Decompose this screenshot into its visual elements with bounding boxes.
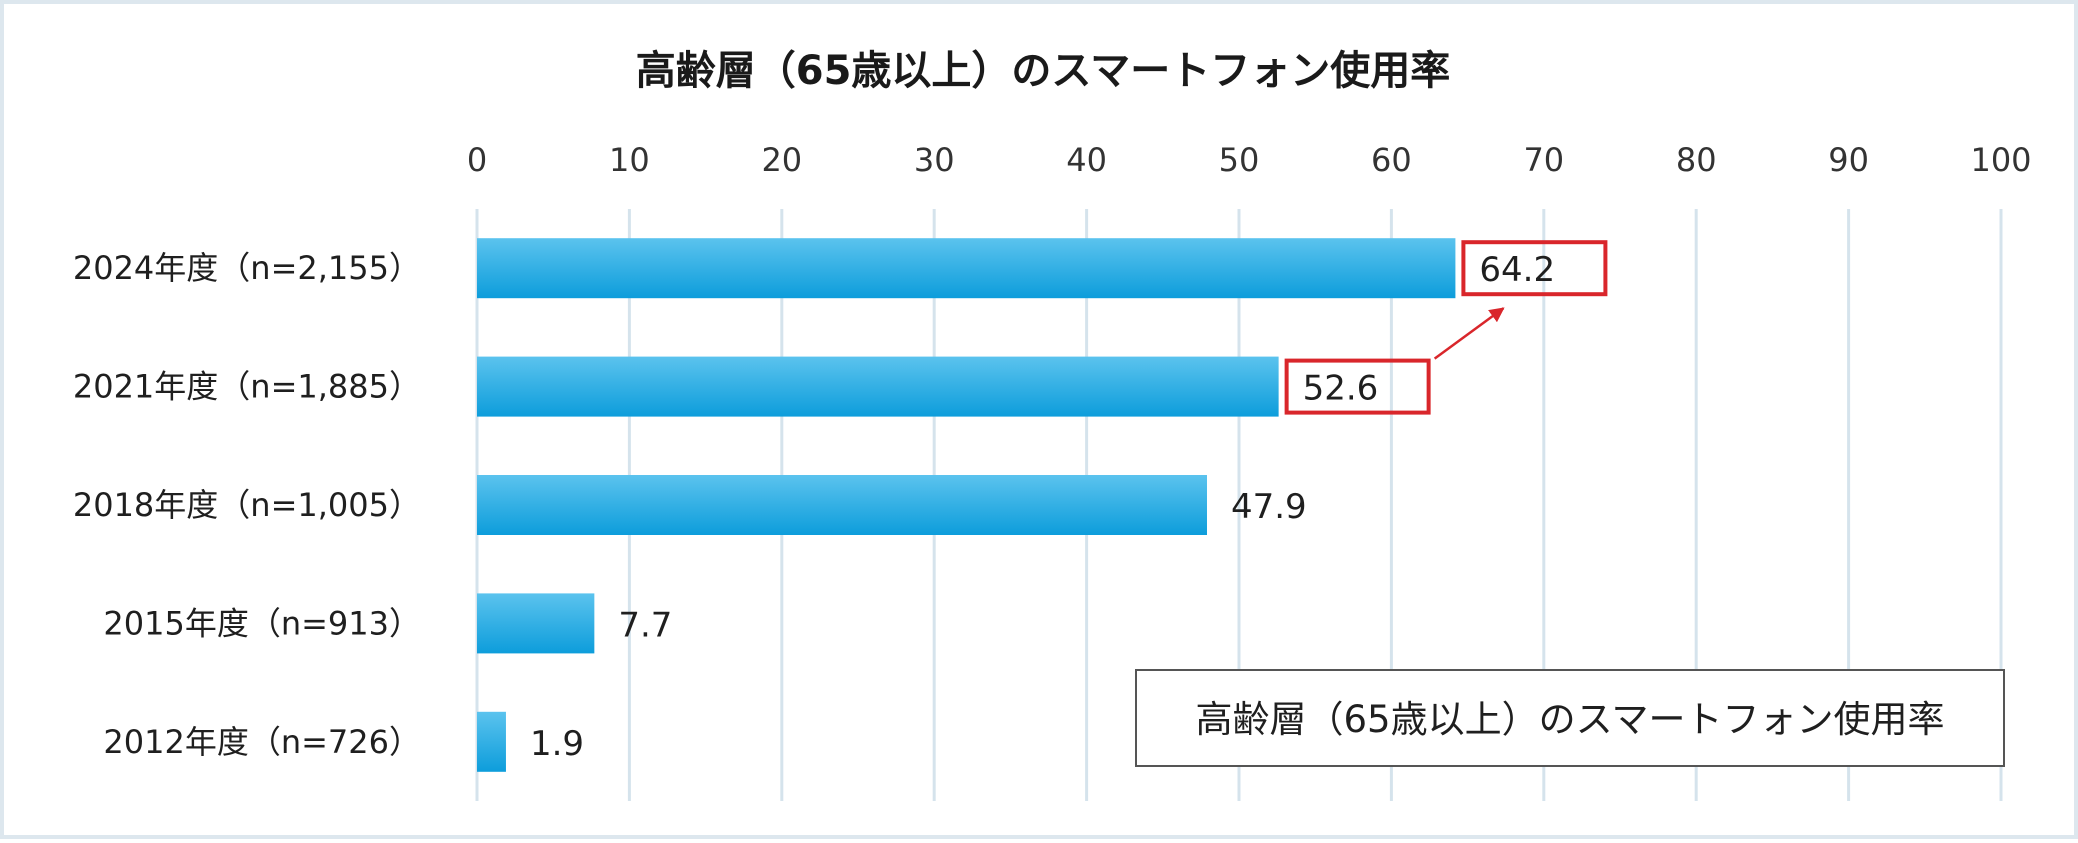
category-label: 2012年度（n=726）: [103, 723, 421, 761]
chart-title: 高齢層（65歳以上）のスマートフォン使用率: [636, 48, 1450, 94]
x-tick-label: 70: [1523, 141, 1564, 179]
x-axis-ticks: 0 10 20 30 40 50 60 70 80 90 100: [467, 141, 2032, 179]
category-label: 2024年度（n=2,155）: [73, 249, 421, 287]
highlight-box: [1461, 240, 1608, 297]
category-label: 2021年度（n=1,885）: [73, 368, 421, 406]
category-label: 2018年度（n=1,005）: [73, 486, 421, 524]
annotations: [1284, 240, 1608, 415]
bar: [477, 356, 1279, 417]
x-tick-label: 20: [761, 141, 802, 179]
legend-box: 高齢層（65歳以上）のスマートフォン使用率: [1135, 669, 2005, 767]
value-label: 52.6: [1303, 369, 1379, 409]
bar: [477, 475, 1207, 535]
category-label: 2015年度（n=913）: [103, 604, 421, 642]
x-tick-label: 10: [609, 141, 650, 179]
category-labels: 2024年度（n=2,155） 2021年度（n=1,885） 2018年度（n=1…: [73, 249, 421, 761]
value-label: 1.9: [530, 724, 584, 764]
x-tick-label: 100: [1970, 141, 2031, 179]
x-tick-label: 80: [1676, 141, 1717, 179]
bar-chart: 高齢層（65歳以上）のスマートフォン使用率 0 10 20 30 40 50 60 70 80 9…: [73, 48, 2032, 801]
legend-text: 高齢層（65歳以上）のスマートフォン使用率: [1196, 698, 1945, 741]
x-tick-label: 50: [1219, 141, 1260, 179]
value-label: 47.9: [1231, 487, 1307, 527]
value-label: 7.7: [618, 605, 672, 645]
x-tick-label: 40: [1066, 141, 1107, 179]
x-tick-label: 0: [467, 141, 487, 179]
legend-frame: [1135, 669, 2005, 767]
bar: [477, 593, 595, 654]
value-label: 64.2: [1479, 250, 1555, 290]
x-tick-label: 60: [1371, 141, 1412, 179]
bar: [477, 711, 506, 772]
value-labels: 64.2 52.6 47.9 7.7 1.9: [530, 250, 1555, 764]
bars: [477, 238, 1456, 772]
trend-arrow: [1433, 307, 1505, 360]
x-tick-label: 30: [914, 141, 955, 179]
highlight-box: [1284, 358, 1431, 415]
x-tick-label: 90: [1828, 141, 1869, 179]
bar: [477, 238, 1456, 299]
